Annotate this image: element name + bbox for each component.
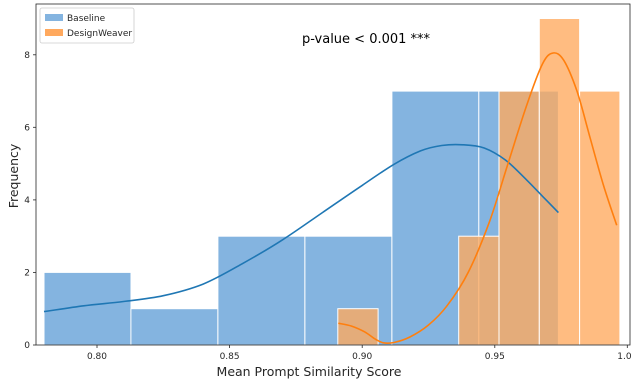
kde-line-designweaver [338, 52, 618, 345]
y-tick-label: 8 [24, 51, 30, 61]
legend: Baseline DesignWeaver [39, 7, 135, 44]
legend-swatch-designweaver [45, 29, 63, 36]
legend-label-designweaver: DesignWeaver [67, 29, 132, 39]
bar-designweaver-0 [337, 308, 379, 346]
kde-layer [43, 52, 618, 345]
bar-designweaver-4 [579, 90, 621, 346]
legend-label-baseline: Baseline [67, 14, 106, 24]
y-tick-label: 0 [24, 341, 30, 351]
kde-line-baseline [43, 143, 559, 313]
y-tick-label: 4 [24, 196, 30, 206]
x-tick-label: 0.90 [352, 352, 372, 362]
legend-box [39, 7, 135, 44]
bar-designweaver-1 [458, 235, 500, 346]
legend-swatch-baseline [45, 14, 63, 21]
x-axis-title: Mean Prompt Similarity Score [217, 364, 402, 379]
x-tick-label: 0.85 [220, 352, 240, 362]
annotation-text: p-value < 0.001 *** [302, 32, 431, 47]
plot-area-frame [35, 3, 631, 346]
x-tick-label: 0.80 [87, 352, 107, 362]
bar-baseline-1 [130, 308, 219, 346]
bar-designweaver-3 [538, 18, 581, 346]
y-axis-title: Frequency [6, 143, 21, 208]
y-tick-label: 6 [24, 123, 30, 133]
bars-layer [43, 18, 621, 346]
x-tick-label: 1.00 [617, 352, 632, 362]
x-tick-label: 0.95 [485, 352, 505, 362]
bar-baseline-2 [217, 235, 306, 346]
bar-baseline-0 [43, 271, 132, 346]
y-tick-label: 2 [24, 268, 30, 278]
ticks-layer: 0.80 0.85 0.90 0.95 1.00 0 2 4 6 8 [24, 51, 632, 362]
